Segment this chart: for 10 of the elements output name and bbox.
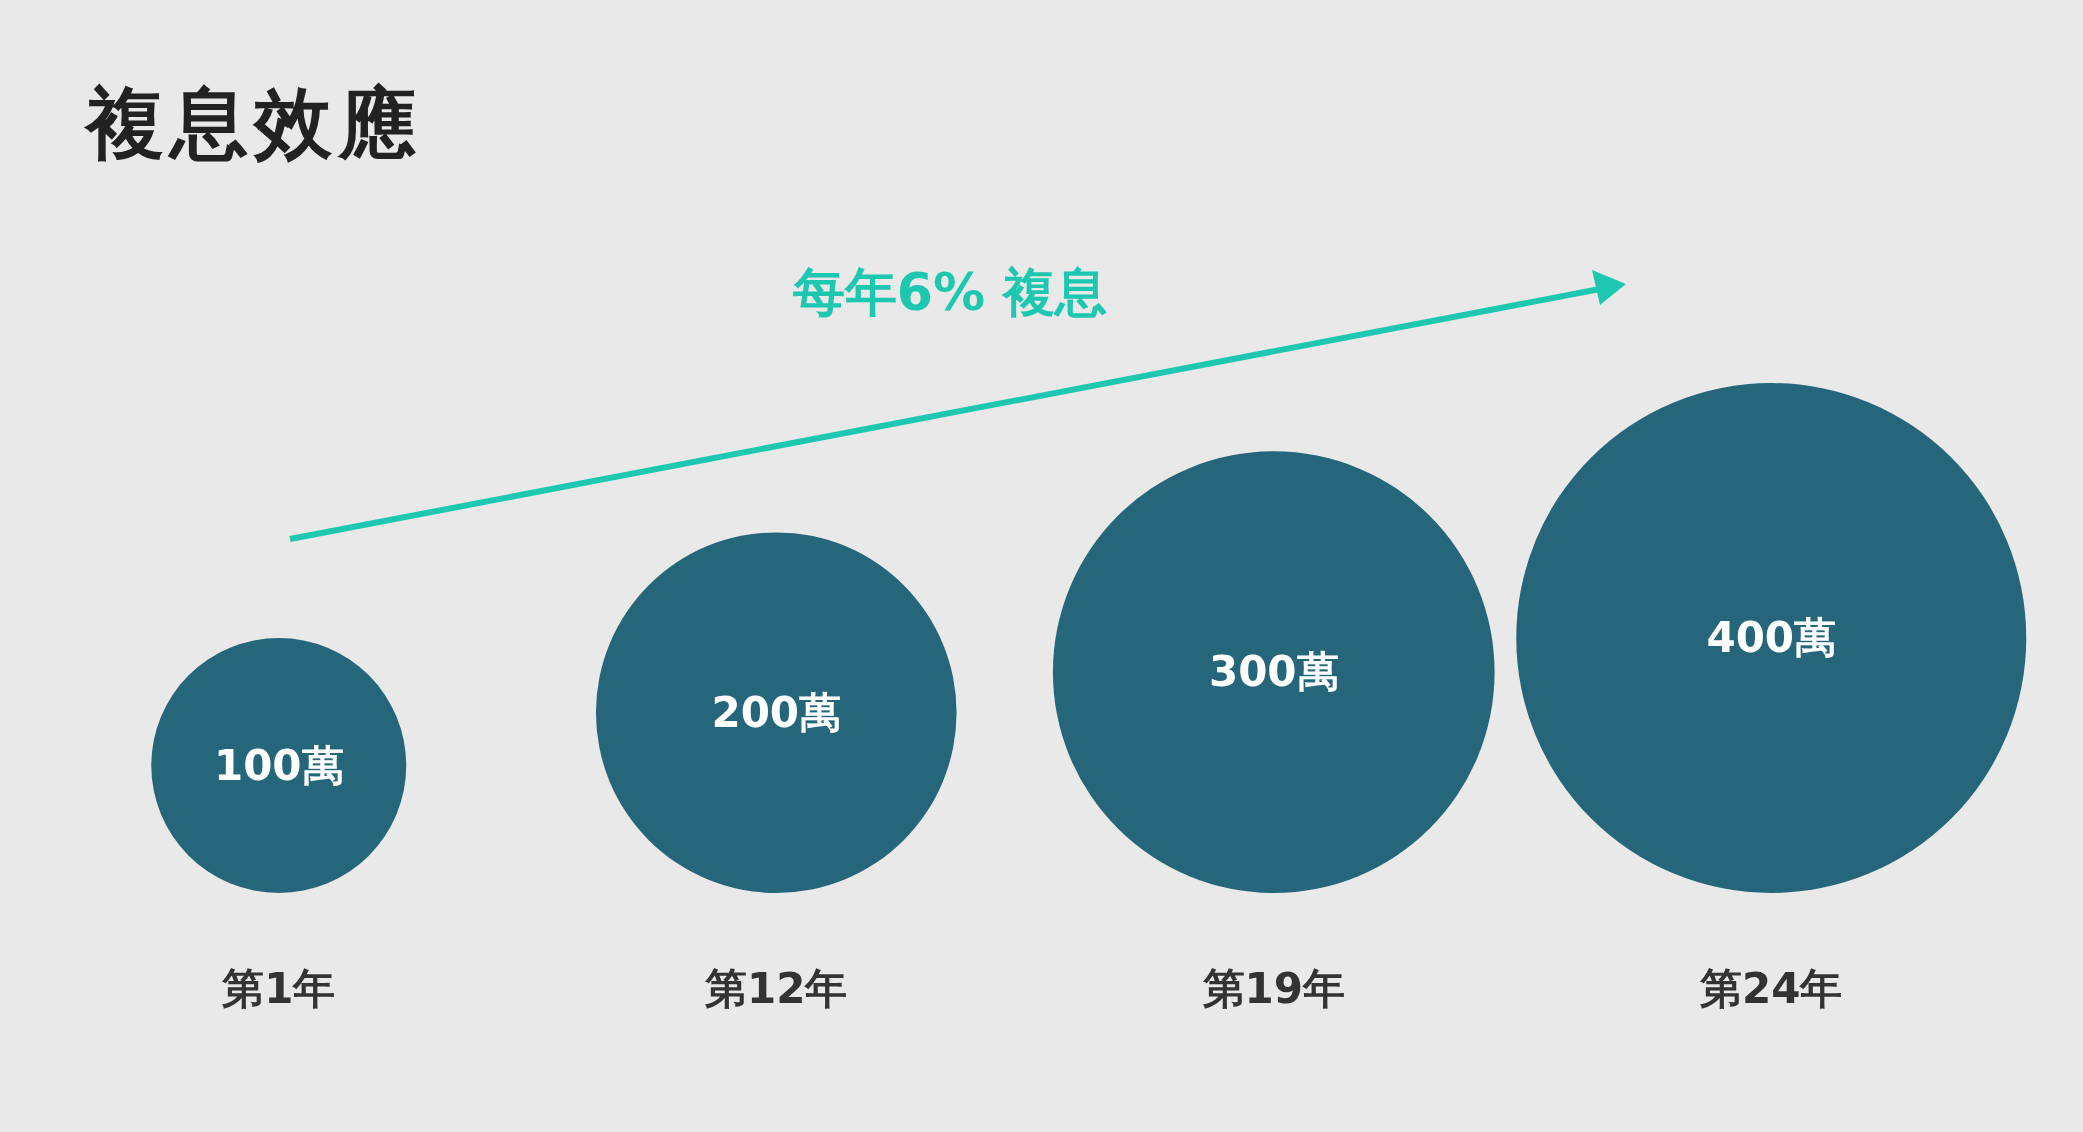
- category-label: 第24年: [1699, 964, 1843, 1013]
- category-label: 第12年: [704, 964, 848, 1013]
- data-label: 200萬: [711, 687, 842, 737]
- data-label: 100萬: [213, 740, 344, 790]
- category-label: 第19年: [1201, 964, 1345, 1013]
- data-label: 400萬: [1706, 613, 1837, 662]
- text: 複息效應: [83, 78, 422, 168]
- data-label: 300萬: [1208, 647, 1339, 697]
- text: 每年6% 複息: [791, 262, 1108, 322]
- category-label: 第1年: [221, 964, 336, 1013]
